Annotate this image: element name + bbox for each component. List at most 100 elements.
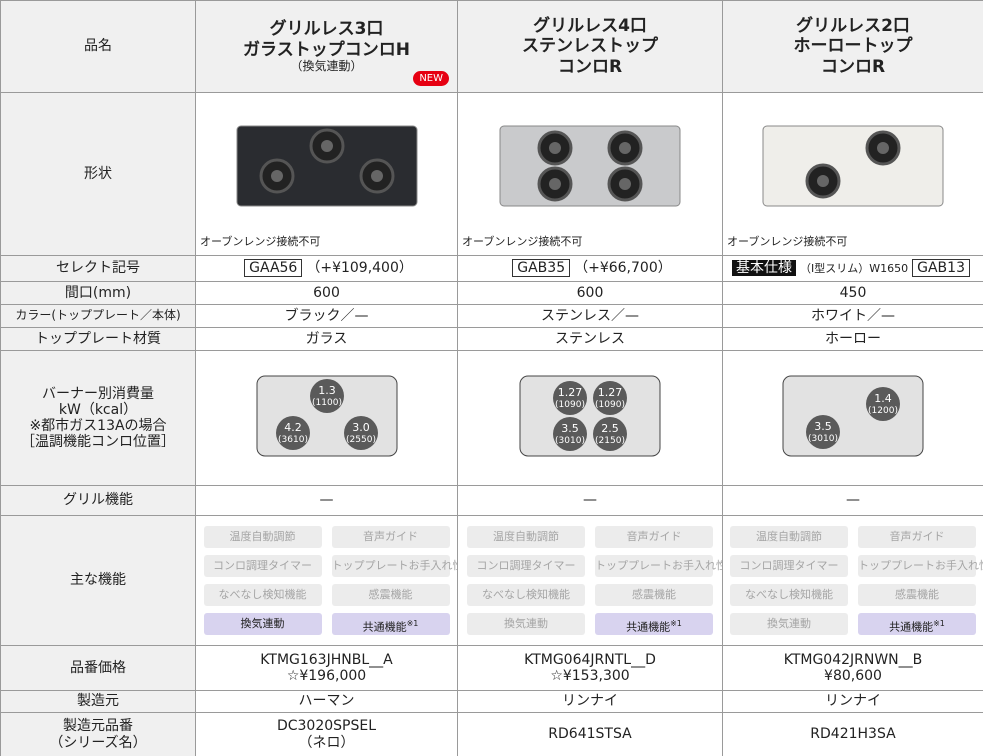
burner-cap (619, 141, 631, 154)
feature-label: 換気連動 (767, 617, 811, 630)
burner-kw: 1.3 (318, 384, 336, 397)
cell: RD421H3SA (722, 712, 983, 756)
select-code: GAA56 (244, 259, 303, 278)
cell: ステンレス／— (457, 304, 723, 328)
burner-kw: 2.5 (601, 422, 619, 435)
burner-kcal: (3610) (278, 435, 308, 445)
cell: 温度自動調節 音声ガイド コンロ調理タイマー トッププレートお手入れ性 なべなし検知機能… (457, 515, 723, 646)
feature: 感震機能 (331, 584, 450, 606)
price: ☆¥196,000 (286, 668, 367, 684)
select-extra: （+¥66,700） (574, 260, 672, 277)
feature-label: なべなし検知機能 (745, 588, 833, 601)
cell: 温度自動調節 音声ガイド コンロ調理タイマー トッププレートお手入れ性 なべなし検知機能… (722, 515, 983, 646)
cell: 温度自動調節 音声ガイド コンロ調理タイマー トッププレートお手入れ性 なべなし検知機能… (195, 515, 458, 646)
burner-kw: 1.27 (558, 386, 583, 399)
burner (593, 380, 627, 415)
feature-grid: 温度自動調節 音声ガイド コンロ調理タイマー トッププレートお手入れ性 なべなし検知機能… (197, 526, 457, 635)
burner (343, 415, 378, 450)
feature: トッププレートお手入れ性 (595, 555, 722, 577)
burner-cap (549, 177, 561, 190)
feature-label: 感震機能 (368, 588, 413, 601)
new-badge: NEW (413, 70, 449, 86)
cell: RD641STSA (457, 712, 723, 756)
burner-diagram: 1.3(1100) 4.2(3610) 3.0(2550) (256, 375, 397, 457)
burner-kw: 1.4 (874, 392, 892, 405)
burner-cap (549, 141, 561, 154)
feature: なべなし検知機能 (467, 584, 585, 606)
burner-kcal: (1090) (595, 400, 625, 410)
product-name: ガラストップコンロH (243, 39, 410, 60)
feature: 換気連動 (203, 613, 322, 635)
feature-note: ※1 (933, 619, 945, 628)
cell: グリルレス4口 ステンレストップ コンロR (457, 0, 723, 93)
cell: — (195, 485, 458, 516)
feature: なべなし検知機能 (730, 584, 848, 606)
cell: 600 (457, 281, 723, 305)
row-label: 形状 (0, 92, 196, 256)
burner-cap (320, 139, 333, 152)
burner (275, 415, 310, 450)
feature-label: コンロ調理タイマー (476, 559, 576, 572)
cell: 1.3 (1100) 4.2 (3610) 3.0 (2550) (195, 350, 458, 486)
product-name: コンロR (820, 56, 886, 77)
cell: グリルレス3口 ガラストップコンロH （換気連動） NEW (195, 0, 458, 93)
cooktop-image (236, 125, 417, 207)
row: バーナー別消費量 kW（kcal） ※都市ガス13Aの場合 ［温調機能コンロ位置］ 1.… (0, 350, 983, 486)
note: オーブンレンジ接続不可 (727, 235, 848, 249)
feature-label: 温度自動調節 (756, 530, 822, 543)
cell: リンナイ (722, 690, 983, 713)
feature-label: 音声ガイド (363, 530, 418, 543)
feature-label: 換気連動 (504, 617, 548, 630)
row-label-line: kW（kcal） (58, 401, 138, 418)
feature-label: トッププレートお手入れ性 (595, 559, 723, 572)
row-label: トッププレート材質 (0, 327, 196, 351)
cell: DC3020SPSEL （ネロ） (195, 712, 458, 756)
row-label-line: 製造元品番 (63, 718, 133, 735)
burner-kw: 4.2 (284, 421, 302, 434)
feature: 音声ガイド (858, 526, 976, 548)
row-label: 間口(mm) (0, 281, 196, 305)
row: 品番価格 KTMG163JHNBL__A ☆¥196,000 KTMG064JRNTL… (0, 645, 983, 691)
cell: — (722, 485, 983, 516)
feature-label: トッププレートお手入れ性 (331, 559, 458, 572)
feature-note: ※1 (670, 619, 682, 628)
cell: ステンレス (457, 327, 723, 351)
row: 品名 グリルレス3口 ガラストップコンロH （換気連動） NEW グリルレス4口 ステンレス… (0, 0, 983, 93)
row: セレクト記号 GAA56 （+¥109,400） GAB35 （+¥66,700） 基本仕… (0, 255, 983, 282)
cell: 600 (195, 281, 458, 305)
cell: KTMG163JHNBL__A ☆¥196,000 (195, 645, 458, 691)
cooktop-image (499, 125, 681, 207)
price-code: KTMG064JRNTL__D (524, 651, 656, 668)
cell: 1.27 (1090) 1.27 (1090) 3.5 (3010) 2.5 (2150) (457, 350, 723, 486)
feature-label: 温度自動調節 (493, 530, 559, 543)
burner-kcal: (3010) (555, 436, 585, 446)
row-label: バーナー別消費量 kW（kcal） ※都市ガス13Aの場合 ［温調機能コンロ位置］ (0, 350, 196, 486)
row: 主な機能 温度自動調節 音声ガイド コンロ調理タイマー トッププレートお手入れ性 なべなし… (0, 515, 983, 646)
feature-label: 換気連動 (240, 617, 285, 630)
feature-label: 共通機能 (362, 620, 407, 634)
feature-label: 感震機能 (895, 588, 939, 601)
burner (806, 414, 840, 449)
feature: コンロ調理タイマー (203, 555, 322, 577)
feature: コンロ調理タイマー (467, 555, 585, 577)
cell: ホワイト／— (722, 304, 983, 328)
burner-cap (370, 169, 383, 182)
product-name: グリルレス4口 (533, 15, 647, 36)
spec-tag: 基本仕様 (732, 260, 796, 277)
row: 製造元 ハーマン リンナイ リンナイ (0, 690, 983, 713)
note: オーブンレンジ接続不可 (462, 235, 583, 249)
feature-label: 音声ガイド (889, 530, 945, 543)
burner-cap (817, 174, 829, 187)
feature-label: 共通機能 (889, 620, 934, 634)
feature-label: 感震機能 (632, 588, 676, 601)
feature: 感震機能 (595, 584, 713, 606)
feature: 換気連動 (467, 613, 585, 635)
burner-kw: 1.27 (598, 386, 623, 399)
cooktop-plate (762, 125, 944, 207)
feature: トッププレートお手入れ性 (331, 555, 457, 577)
cell: ホーロー (722, 327, 983, 351)
row: 形状 オーブンレンジ接続不可 オーブンレンジ接続不可 オーブンレンジ接続不可 (0, 92, 983, 256)
